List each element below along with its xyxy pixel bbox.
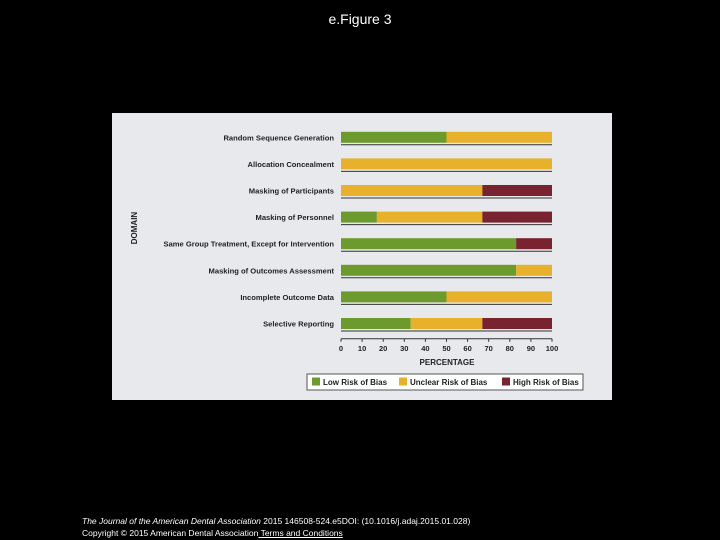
category-label: Selective Reporting bbox=[263, 320, 334, 329]
x-tick-label: 80 bbox=[506, 344, 514, 353]
bar-segment bbox=[341, 291, 447, 303]
category-label: Allocation Concealment bbox=[248, 160, 335, 169]
figure-panel: Random Sequence Generation Allocation Con… bbox=[112, 113, 612, 400]
x-tick-label: 40 bbox=[421, 344, 429, 353]
journal-name: The Journal of the American Dental Assoc… bbox=[82, 516, 261, 526]
bar-segment bbox=[482, 185, 552, 196]
bar-segment bbox=[482, 318, 552, 329]
bar-segment bbox=[446, 131, 552, 143]
copyright-text: Copyright © 2015 American Dental Associa… bbox=[82, 528, 259, 538]
category-label: Same Group Treatment, Except for Interve… bbox=[164, 240, 335, 249]
category-label: Incomplete Outcome Data bbox=[240, 293, 334, 302]
x-tick-label: 10 bbox=[358, 344, 366, 353]
legend-swatch-unclear bbox=[399, 377, 407, 386]
y-axis-label: DOMAIN bbox=[130, 212, 139, 245]
category-label: Masking of Personnel bbox=[256, 213, 335, 222]
x-tick-label: 0 bbox=[339, 344, 343, 353]
category-label: Masking of Outcomes Assessment bbox=[209, 266, 335, 275]
bar-segment bbox=[446, 291, 552, 303]
copyright-line: Copyright © 2015 American Dental Associa… bbox=[82, 527, 470, 539]
bar-segment bbox=[516, 238, 552, 250]
citation-details: 2015 146508-524.e5DOI: (10.1016/j.adaj.2… bbox=[260, 516, 471, 526]
bar-segment bbox=[341, 318, 411, 329]
bar-segment bbox=[410, 318, 483, 329]
slide-title: e.Figure 3 bbox=[328, 11, 392, 27]
x-tick-label: 100 bbox=[546, 344, 559, 353]
legend: Low Risk of Bias Unclear Risk of Bias Hi… bbox=[306, 373, 584, 391]
bar-segment bbox=[341, 158, 552, 170]
bar-segment bbox=[341, 264, 517, 276]
category-label: Random Sequence Generation bbox=[223, 133, 334, 142]
x-tick-label: 50 bbox=[442, 344, 450, 353]
legend-label-high: High Risk of Bias bbox=[513, 378, 579, 387]
bar-segment bbox=[341, 185, 483, 196]
bar-segment bbox=[341, 238, 517, 250]
x-tick-label: 20 bbox=[379, 344, 387, 353]
bar-segment bbox=[341, 211, 377, 223]
x-tick-label: 90 bbox=[527, 344, 535, 353]
bar-segment bbox=[376, 211, 483, 223]
x-tick-label: 70 bbox=[485, 344, 493, 353]
bar-segment bbox=[341, 131, 447, 143]
risk-of-bias-chart: Random Sequence Generation Allocation Con… bbox=[130, 131, 584, 391]
x-tick-label: 30 bbox=[400, 344, 408, 353]
terms-link[interactable]: Terms and Conditions bbox=[258, 528, 343, 538]
legend-swatch-low bbox=[312, 377, 320, 386]
legend-swatch-high bbox=[502, 377, 510, 386]
legend-label-unclear: Unclear Risk of Bias bbox=[410, 378, 488, 387]
legend-frame bbox=[306, 373, 584, 391]
citation-line: The Journal of the American Dental Assoc… bbox=[82, 515, 470, 527]
category-label: Masking of Participants bbox=[249, 187, 334, 196]
x-axis-label: PERCENTAGE bbox=[420, 358, 476, 367]
bar-segment bbox=[516, 264, 552, 276]
plot-area: Random Sequence Generation Allocation Con… bbox=[164, 131, 559, 353]
bar-segment bbox=[482, 211, 552, 223]
legend-label-low: Low Risk of Bias bbox=[323, 378, 388, 387]
footer: The Journal of the American Dental Assoc… bbox=[82, 515, 470, 539]
x-tick-label: 60 bbox=[463, 344, 471, 353]
